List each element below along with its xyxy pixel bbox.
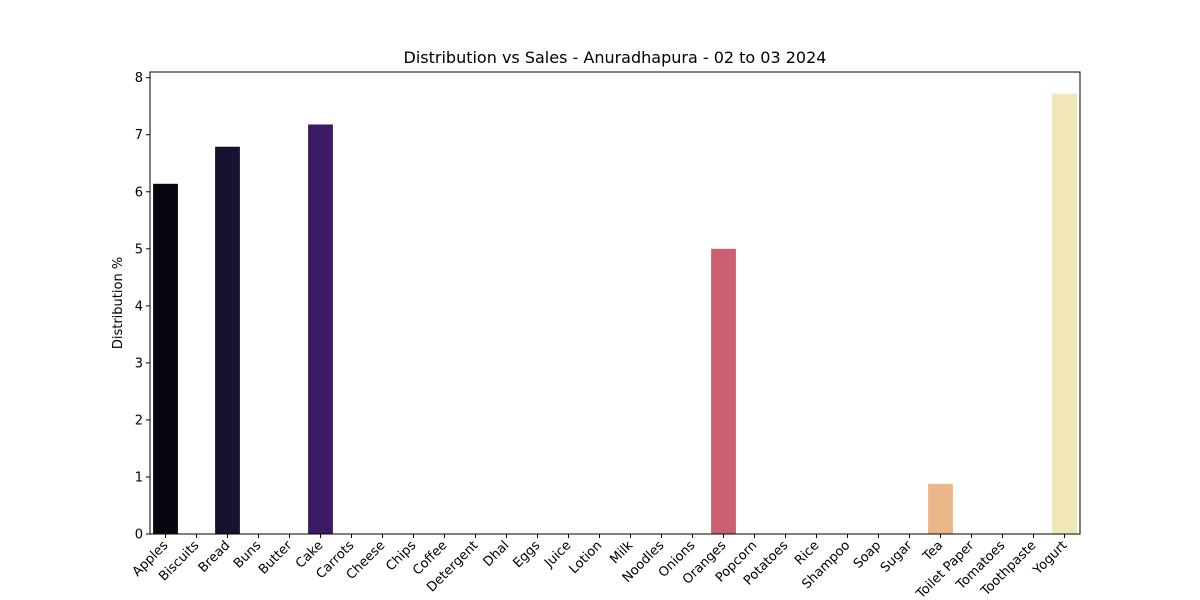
bar-apples: [153, 183, 178, 534]
bar-bread: [215, 146, 240, 535]
y-tick-label: 6: [135, 185, 143, 200]
y-axis-label: Distribution %: [111, 257, 126, 349]
y-tick-label: 1: [135, 470, 143, 485]
x-tick-label: Butter: [256, 538, 296, 578]
y-tick-label: 2: [135, 413, 143, 428]
y-tick-label: 0: [135, 528, 143, 543]
plot-frame: [149, 71, 1081, 535]
x-tick-label: Yogurt: [1030, 538, 1070, 578]
x-tick-label: Dhal: [481, 538, 513, 570]
y-tick-label: 5: [135, 242, 143, 257]
bar-tea: [928, 483, 953, 534]
y-axis: 0 1 2 3 4 5 6 7 8: [135, 71, 150, 543]
chart-title: Distribution vs Sales - Anuradhapura - 0…: [404, 48, 827, 67]
y-tick-label: 3: [135, 356, 143, 371]
x-tick-label: Lotion: [567, 538, 606, 577]
x-tick-label: Tea: [920, 538, 947, 565]
bar-cake: [308, 124, 333, 535]
x-tick-label: Sugar: [878, 538, 916, 576]
y-tick-label: 8: [135, 71, 143, 86]
y-tick-label: 7: [135, 128, 143, 143]
x-tick-label: Eggs: [510, 538, 543, 571]
y-tick-label: 4: [135, 299, 143, 314]
bar-yogurt: [1052, 93, 1077, 534]
x-axis: ApplesBiscuitsBreadBunsButterCakeCarrots…: [130, 534, 1070, 600]
bar-oranges: [711, 248, 736, 534]
bars-group: [153, 93, 1077, 535]
x-tick-label: Bread: [196, 538, 234, 576]
